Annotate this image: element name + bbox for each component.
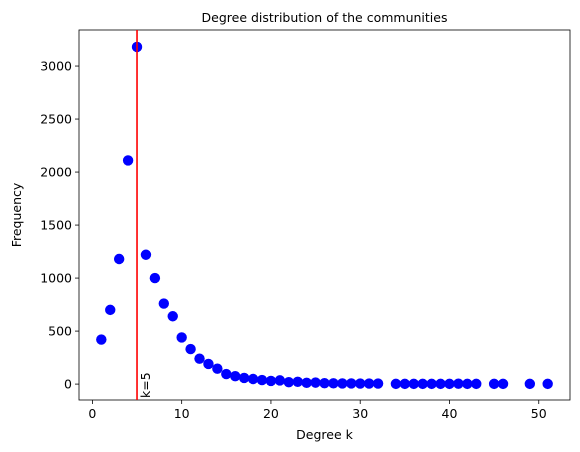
data-point bbox=[158, 298, 170, 309]
x-tick-label: 10 bbox=[174, 406, 190, 421]
data-point bbox=[471, 378, 482, 390]
data-point bbox=[149, 272, 161, 284]
data-point bbox=[203, 358, 214, 370]
x-tick-label: 30 bbox=[352, 406, 368, 421]
x-tick-label: 0 bbox=[88, 406, 96, 421]
data-point bbox=[301, 377, 312, 389]
data-point bbox=[167, 311, 178, 322]
data-point bbox=[96, 334, 107, 345]
data-point bbox=[346, 378, 357, 389]
data-point bbox=[417, 378, 428, 390]
y-tick-label: 0 bbox=[64, 377, 72, 392]
y-tick-label: 3000 bbox=[40, 59, 72, 74]
data-point bbox=[435, 378, 446, 390]
y-axis-label: Frequency bbox=[9, 182, 24, 247]
y-tick-label: 2000 bbox=[40, 165, 72, 180]
data-point bbox=[488, 378, 500, 390]
data-point bbox=[185, 343, 196, 355]
x-axis-label: Degree k bbox=[296, 427, 353, 442]
data-point bbox=[122, 155, 134, 166]
y-tick-label: 1000 bbox=[40, 271, 72, 286]
plot-frame bbox=[78, 29, 571, 401]
data-point bbox=[310, 377, 321, 388]
threshold-line-group: k=5 bbox=[136, 30, 153, 400]
data-point bbox=[176, 332, 187, 343]
data-point bbox=[256, 374, 268, 386]
y-axis: 0 500 1000 1500 2000 2500 3000 bbox=[40, 59, 79, 392]
data-point bbox=[444, 378, 455, 390]
data-point bbox=[140, 249, 152, 260]
y-tick-label: 500 bbox=[48, 324, 72, 339]
data-point bbox=[408, 378, 419, 390]
data-point bbox=[283, 376, 294, 388]
data-point bbox=[247, 373, 259, 385]
data-point bbox=[113, 253, 125, 265]
data-point bbox=[542, 378, 553, 390]
data-point bbox=[337, 378, 348, 389]
x-tick-label: 40 bbox=[442, 406, 458, 421]
data-point bbox=[390, 378, 402, 390]
data-point bbox=[194, 353, 205, 364]
data-point bbox=[238, 372, 250, 384]
data-point bbox=[221, 368, 232, 380]
data-point bbox=[274, 375, 286, 386]
x-tick-label: 50 bbox=[531, 406, 547, 421]
data-point bbox=[212, 363, 223, 374]
data-point bbox=[372, 378, 384, 389]
chart-title: Degree distribution of the communities bbox=[202, 10, 448, 25]
x-axis: 0 10 20 30 40 50 bbox=[88, 400, 547, 421]
data-point bbox=[319, 377, 330, 389]
data-point bbox=[292, 376, 303, 387]
data-point bbox=[462, 378, 473, 390]
y-tick-label: 2500 bbox=[40, 112, 72, 127]
data-point bbox=[399, 378, 411, 390]
data-point bbox=[328, 378, 339, 389]
data-point bbox=[426, 378, 437, 390]
x-tick-label: 20 bbox=[263, 406, 279, 421]
data-point bbox=[230, 370, 241, 382]
data-point bbox=[355, 378, 366, 389]
threshold-label: k=5 bbox=[138, 372, 153, 398]
data-point bbox=[453, 378, 464, 389]
data-point bbox=[105, 304, 116, 316]
data-point bbox=[497, 378, 509, 390]
data-points bbox=[96, 41, 553, 390]
y-tick-label: 1500 bbox=[40, 218, 72, 233]
data-point bbox=[363, 378, 375, 389]
data-point bbox=[524, 378, 536, 390]
data-point bbox=[265, 375, 277, 387]
